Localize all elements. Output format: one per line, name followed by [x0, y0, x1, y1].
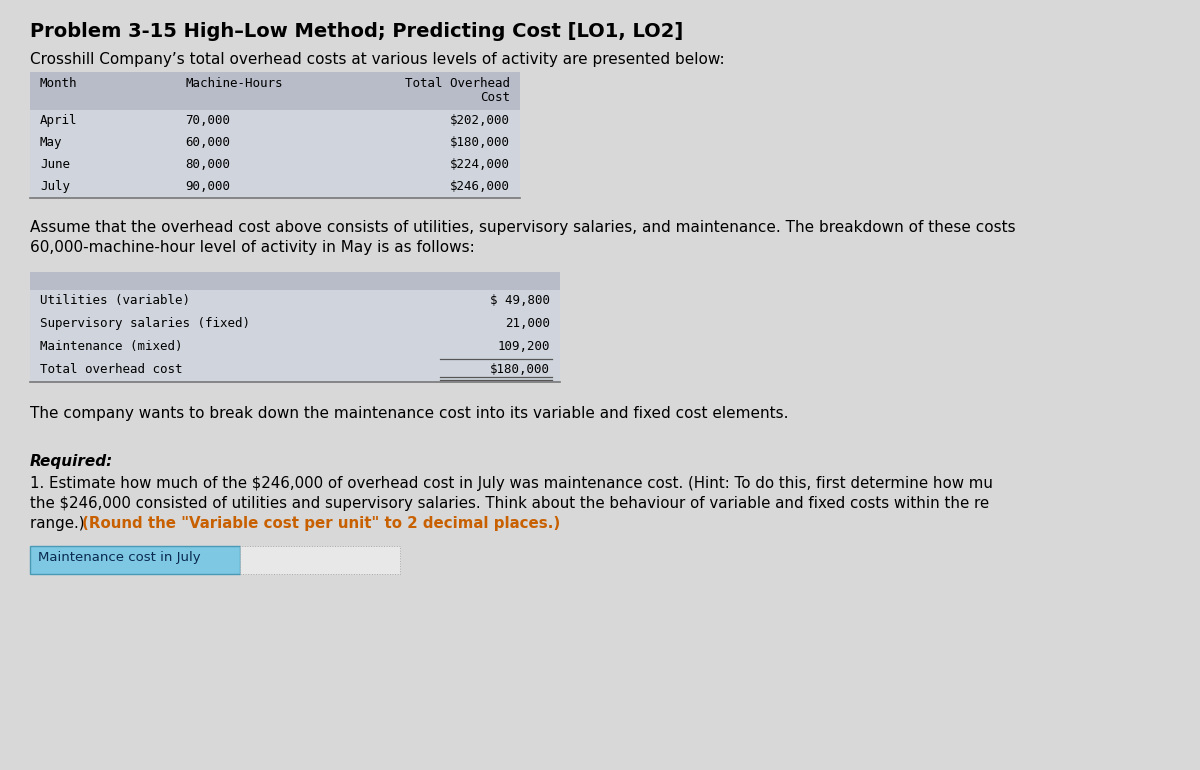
Text: $180,000: $180,000: [450, 136, 510, 149]
Text: Supervisory salaries (fixed): Supervisory salaries (fixed): [40, 317, 250, 330]
Text: Month: Month: [40, 77, 78, 90]
Bar: [30, 176, 520, 198]
Bar: [30, 72, 520, 110]
Text: the $246,000 consisted of utilities and supervisory salaries. Think about the be: the $246,000 consisted of utilities and …: [30, 496, 989, 511]
Text: range.): range.): [30, 516, 89, 531]
Text: 60,000-machine-hour level of activity in May is as follows:: 60,000-machine-hour level of activity in…: [30, 240, 475, 255]
Bar: [30, 132, 520, 154]
Text: Assume that the overhead cost above consists of utilities, supervisory salaries,: Assume that the overhead cost above cons…: [30, 220, 1015, 235]
Bar: [30, 290, 560, 313]
Text: May: May: [40, 136, 62, 149]
Text: 90,000: 90,000: [185, 180, 230, 193]
Text: 60,000: 60,000: [185, 136, 230, 149]
Bar: [30, 72, 520, 198]
Text: $202,000: $202,000: [450, 114, 510, 127]
Bar: [30, 546, 240, 574]
Text: Maintenance (mixed): Maintenance (mixed): [40, 340, 182, 353]
Bar: [30, 272, 560, 290]
Text: Problem 3-15 High–Low Method; Predicting Cost [LO1, LO2]: Problem 3-15 High–Low Method; Predicting…: [30, 22, 683, 41]
Bar: [30, 154, 520, 176]
Text: April: April: [40, 114, 78, 127]
Text: 109,200: 109,200: [498, 340, 550, 353]
Text: $224,000: $224,000: [450, 158, 510, 171]
Text: Total Overhead: Total Overhead: [406, 77, 510, 90]
Text: $180,000: $180,000: [490, 363, 550, 376]
Text: Maintenance cost in July: Maintenance cost in July: [38, 551, 200, 564]
Text: Machine-Hours: Machine-Hours: [185, 77, 282, 90]
Text: $ 49,800: $ 49,800: [490, 294, 550, 307]
Text: 1. Estimate how much of the $246,000 of overhead cost in July was maintenance co: 1. Estimate how much of the $246,000 of …: [30, 476, 992, 491]
Text: 80,000: 80,000: [185, 158, 230, 171]
Bar: [30, 359, 560, 382]
Text: 21,000: 21,000: [505, 317, 550, 330]
Bar: [30, 313, 560, 336]
Bar: [30, 110, 520, 132]
Text: June: June: [40, 158, 70, 171]
Text: Required:: Required:: [30, 454, 113, 469]
Text: July: July: [40, 180, 70, 193]
Text: Crosshill Company’s total overhead costs at various levels of activity are prese: Crosshill Company’s total overhead costs…: [30, 52, 725, 67]
Bar: [30, 272, 560, 382]
Text: The company wants to break down the maintenance cost into its variable and fixed: The company wants to break down the main…: [30, 406, 788, 421]
Text: (Round the "Variable cost per unit" to 2 decimal places.): (Round the "Variable cost per unit" to 2…: [82, 516, 560, 531]
Text: Cost: Cost: [480, 91, 510, 104]
Text: 70,000: 70,000: [185, 114, 230, 127]
Text: Total overhead cost: Total overhead cost: [40, 363, 182, 376]
Bar: [30, 336, 560, 359]
Text: $246,000: $246,000: [450, 180, 510, 193]
Bar: [240, 546, 400, 574]
Text: Utilities (variable): Utilities (variable): [40, 294, 190, 307]
